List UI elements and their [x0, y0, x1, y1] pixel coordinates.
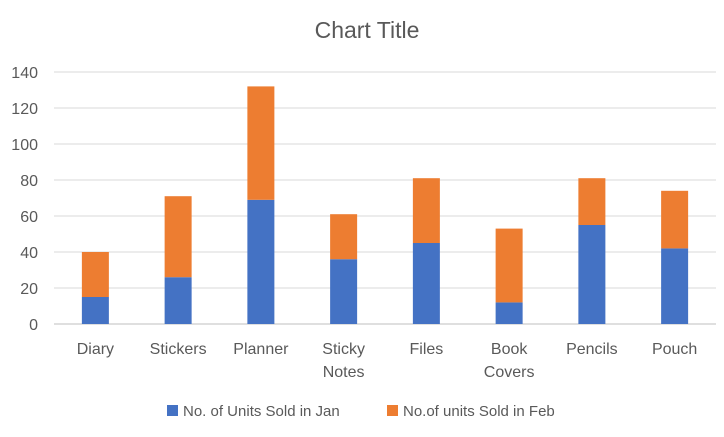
x-tick-label: Pouch [652, 341, 697, 358]
x-tick-label: Diary [77, 341, 114, 358]
x-tick-label: Files [409, 341, 443, 358]
x-tick-label: Pencils [566, 341, 618, 358]
bar-feb [81, 252, 109, 297]
y-tick-label: 100 [11, 137, 38, 154]
bar-jan [330, 259, 358, 324]
x-tick-label: Book Covers [484, 341, 535, 381]
bar-jan [661, 248, 689, 324]
x-tick-label: Stickers [150, 341, 207, 358]
y-tick-label: 80 [20, 173, 38, 190]
x-tick-label: Planner [233, 341, 289, 358]
bar-feb [412, 178, 440, 243]
bar-jan [412, 243, 440, 324]
bar-feb [164, 196, 192, 278]
bar-jan [495, 302, 523, 324]
legend-swatch [167, 405, 178, 416]
bar-jan [81, 297, 109, 324]
bar-jan [247, 199, 275, 324]
y-tick-label: 0 [29, 317, 38, 334]
bar-feb [330, 214, 358, 260]
x-axis-tick-labels: Diary Stickers Planner Sticky Notes Files Book… [77, 341, 698, 381]
bar-jan [578, 225, 606, 324]
bar-feb [495, 228, 523, 303]
y-tick-label: 60 [20, 209, 38, 226]
legend-label: No.of units Sold in Feb [403, 403, 555, 420]
y-tick-label: 20 [20, 281, 38, 298]
chart-title: Chart Title [315, 17, 420, 43]
x-tick-label: Sticky Notes [322, 341, 365, 381]
legend: No. of Units Sold in Jan No.of units Sold… [167, 403, 555, 420]
bar-feb [247, 86, 275, 200]
legend-swatch [387, 405, 398, 416]
bars [81, 86, 689, 324]
gridlines [54, 71, 716, 325]
bar-feb [578, 178, 606, 225]
y-tick-label: 120 [11, 101, 38, 118]
y-tick-label: 40 [20, 245, 38, 262]
legend-label: No. of Units Sold in Jan [183, 403, 340, 420]
bar-feb [661, 190, 689, 249]
y-axis-tick-labels: 0 20 40 60 80 100 120 140 [11, 65, 38, 334]
bar-jan [164, 277, 192, 324]
y-tick-label: 140 [11, 65, 38, 82]
